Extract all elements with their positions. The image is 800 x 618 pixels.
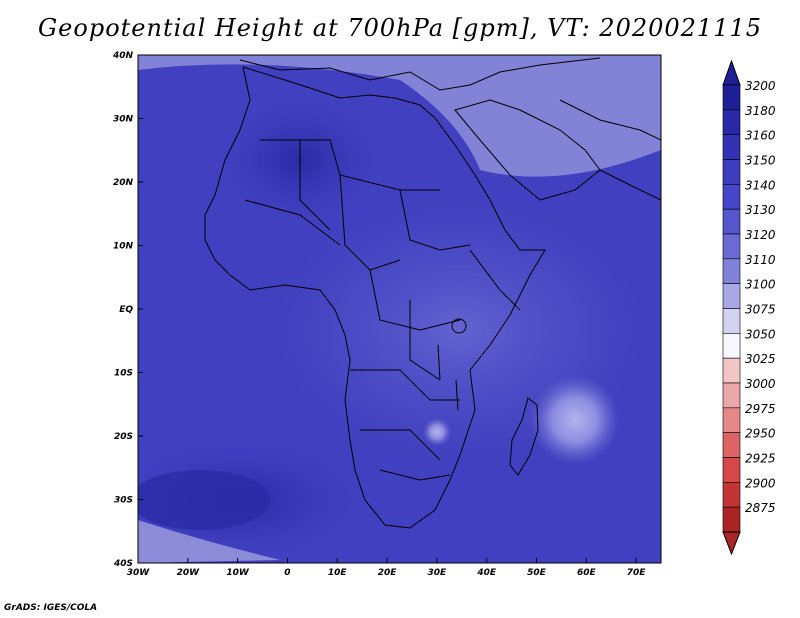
lon-label: 60E bbox=[577, 568, 597, 578]
colorbar-swatch bbox=[722, 109, 741, 135]
colorbar-label: 3000 bbox=[745, 377, 776, 391]
lon-label: 10E bbox=[328, 568, 348, 578]
colorbar-swatch bbox=[722, 432, 741, 458]
colorbar-swatch bbox=[722, 357, 741, 384]
madagascar-coastline bbox=[509, 397, 539, 476]
colorbar-label: 3025 bbox=[745, 352, 776, 366]
colorbar-swatch bbox=[722, 506, 741, 533]
colorbar-swatch bbox=[722, 233, 741, 260]
africa-coastline bbox=[204, 66, 546, 529]
lat-label: 20S bbox=[114, 432, 133, 442]
lon-label: 70E bbox=[627, 568, 647, 578]
colorbar-swatch bbox=[722, 134, 741, 160]
colorbar-swatch bbox=[722, 482, 741, 508]
axis-ticks bbox=[137, 54, 637, 564]
colorbar-swatch bbox=[722, 258, 741, 284]
map-title: Geopotential Height at 700hPa [gpm], VT:… bbox=[38, 14, 762, 42]
colorbar-label: 3150 bbox=[745, 154, 776, 168]
lat-label: 40S bbox=[113, 559, 133, 569]
colorbar-lower-arrow bbox=[722, 531, 741, 556]
colorbar-label: 2900 bbox=[745, 476, 776, 490]
coastline-layer bbox=[204, 57, 661, 529]
colorbar-label: 3200 bbox=[745, 79, 776, 93]
colorbar-label: 2875 bbox=[745, 501, 776, 515]
colorbar-label: 3140 bbox=[745, 178, 776, 192]
colorbar-swatch bbox=[722, 382, 741, 409]
colorbar-label: 3130 bbox=[745, 203, 776, 217]
colorbar-swatch bbox=[722, 308, 741, 334]
colorbar-swatch bbox=[722, 283, 741, 309]
colorbar-upper-arrow bbox=[722, 59, 741, 86]
colorbar-swatch bbox=[722, 333, 741, 359]
colorbar-label: 3120 bbox=[745, 228, 776, 242]
lon-label: 50E bbox=[527, 568, 547, 578]
colorbar-swatch bbox=[722, 208, 741, 235]
lat-label: 20N bbox=[113, 178, 134, 188]
lon-label: 20E bbox=[378, 568, 398, 578]
colorbar-swatch bbox=[722, 457, 741, 483]
colorbar-label: 3100 bbox=[745, 278, 776, 292]
lat-label: 10S bbox=[114, 369, 133, 379]
colorbar-swatch bbox=[722, 407, 741, 433]
colorbar-label: 3180 bbox=[745, 104, 776, 118]
colorbar-swatch bbox=[722, 184, 741, 210]
colorbar-swatch bbox=[722, 159, 741, 185]
colorbar-label: 3050 bbox=[745, 327, 776, 341]
lat-label: 10N bbox=[113, 242, 134, 252]
longitude-labels: 30W 20W 10W 0 10E 20E 30E 40E 50E 60E 70E bbox=[127, 568, 647, 578]
colorbar-label: 3160 bbox=[745, 129, 776, 143]
lon-label: 20W bbox=[177, 568, 201, 578]
lon-label: 30W bbox=[127, 568, 151, 578]
colorbar-label: 3075 bbox=[745, 303, 776, 317]
colorbar-label: 2950 bbox=[745, 427, 776, 441]
lon-label: 10W bbox=[226, 568, 250, 578]
credit-label: GrADS: IGES/COLA bbox=[4, 603, 98, 613]
lat-label: 30S bbox=[114, 496, 133, 506]
colorbar-label: 2925 bbox=[745, 452, 776, 466]
colorbar: 3200 3180 3160 3150 3140 3130 3120 3110 3100 3075… bbox=[722, 59, 776, 556]
lon-label: 40E bbox=[476, 568, 497, 578]
colorbar-swatch bbox=[722, 84, 741, 111]
lon-label: 0 bbox=[284, 568, 290, 578]
colorbar-label: 3110 bbox=[745, 253, 776, 267]
lon-label: 30E bbox=[428, 568, 448, 578]
colorbar-label: 2975 bbox=[745, 402, 776, 416]
height-field bbox=[138, 55, 661, 563]
lat-label: 30N bbox=[113, 115, 134, 125]
lat-label: 40N bbox=[112, 51, 134, 61]
latitude-labels: 40N 30N 20N 10N EQ 10S 20S 30S 40S bbox=[112, 51, 134, 569]
lat-label: EQ bbox=[119, 305, 133, 315]
